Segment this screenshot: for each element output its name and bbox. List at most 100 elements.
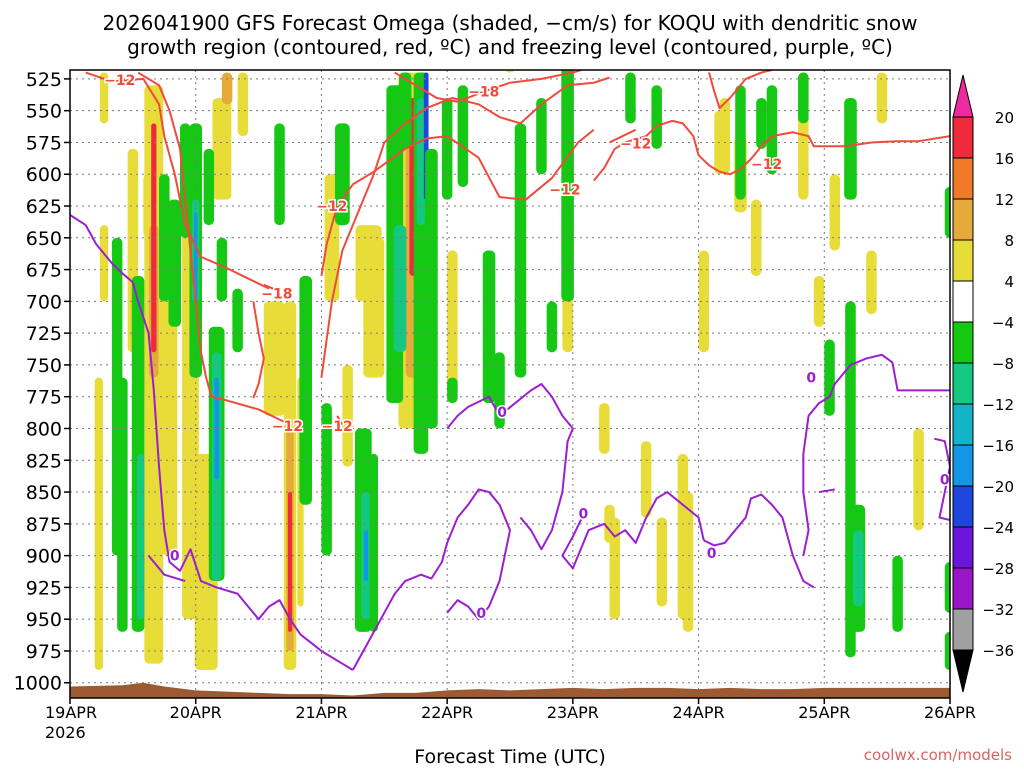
x-tick-label: 19APR	[45, 703, 97, 722]
colorbar-swatch	[952, 403, 974, 446]
colorbar-swatch	[952, 280, 974, 323]
freezing-contour-line	[818, 488, 835, 494]
omega-shade-region	[321, 403, 332, 556]
omega-shade-region	[398, 72, 412, 149]
omega-shade-region	[342, 364, 353, 467]
x-tick-sublabel: 2026	[45, 723, 86, 742]
colorbar-label: −12	[982, 396, 1014, 414]
omega-shade-region	[719, 97, 730, 175]
omega-shade-region	[798, 72, 809, 124]
omega-shade-region	[117, 377, 128, 632]
omega-shade-region	[274, 123, 285, 226]
colorbar-swatch	[952, 526, 974, 569]
colorbar-label: −28	[982, 560, 1014, 578]
omega-shade-region	[651, 85, 662, 149]
omega-shade-region	[656, 517, 668, 607]
dgz-contour-line	[85, 71, 270, 290]
y-tick-label: 700	[26, 291, 62, 313]
omega-shade-region	[514, 123, 527, 378]
y-tick-label: 925	[26, 577, 62, 599]
terrain-fill	[70, 682, 950, 698]
dgz-contour-line	[320, 76, 610, 378]
omega-shade-region	[536, 97, 547, 175]
omega-shade-region	[212, 97, 232, 200]
omega-shade-region	[369, 453, 378, 632]
colorbar: 20 16 12 8 4 −4 −8 −12 −16 −20 −24 −28 −32 −36	[952, 74, 1014, 693]
y-tick-label: 850	[26, 482, 62, 504]
plot-frame	[69, 69, 951, 699]
dgz-contour-label: −12	[272, 419, 303, 435]
omega-shade-region	[829, 174, 840, 251]
y-tick-label: 975	[26, 641, 62, 663]
y-tick-label: 750	[26, 355, 62, 377]
omega-shade-region	[853, 530, 864, 607]
omega-shade-region	[94, 377, 103, 671]
colorbar-swatch	[952, 362, 974, 405]
omega-shade-region	[892, 555, 903, 632]
omega-shade-region	[363, 237, 385, 378]
x-tick-label: 22APR	[421, 703, 473, 722]
omega-shade-region	[393, 225, 407, 353]
freezing-level-contours: 0 0 0 0 0 0 0	[70, 214, 950, 671]
dgz-contour-label: −18	[468, 85, 499, 101]
x-tick-label: 23APR	[547, 703, 599, 722]
omega-shade-region	[546, 301, 558, 353]
freezing-contour-line	[703, 493, 815, 589]
dgz-contour-label: −12	[316, 199, 347, 215]
x-tick-label: 26APR	[924, 703, 976, 722]
colorbar-swatch	[952, 157, 974, 200]
omega-shade-region	[944, 186, 950, 238]
x-tick-label: 25APR	[798, 703, 850, 722]
colorbar-label: −8	[992, 355, 1014, 373]
x-axis-label: Forecast Time (UTC)	[414, 746, 605, 768]
y-tick-label: 825	[26, 450, 62, 472]
dgz-contour-line	[394, 70, 585, 103]
omega-shade-region	[876, 72, 888, 124]
y-tick-label: 650	[26, 228, 62, 250]
y-tick-label: 575	[26, 132, 62, 154]
colorbar-swatch	[952, 485, 974, 528]
omega-shade-region	[813, 275, 825, 327]
omega-shade-region	[640, 441, 652, 518]
dendritic-growth-contours: −12 −18 −12 −12 −12 −12 −18 −12 −12	[85, 70, 950, 436]
chart-title-line-2: growth region (contoured, red, ºC) and f…	[127, 35, 893, 59]
omega-shade-region	[151, 123, 157, 353]
y-tick-label: 525	[26, 69, 62, 91]
y-tick-label: 875	[26, 514, 62, 536]
colorbar-swatch	[952, 608, 974, 651]
colorbar-label: 12	[995, 191, 1014, 209]
omega-shade-region	[287, 492, 293, 632]
dgz-contour-label: −12	[549, 182, 580, 198]
colorbar-swatch	[952, 567, 974, 610]
omega-shade-region	[221, 72, 233, 105]
colorbar-swatch	[952, 239, 974, 282]
freezing-contour-label: 0	[806, 371, 816, 387]
colorbar-swatch	[952, 198, 974, 241]
y-tick-label: 600	[26, 164, 62, 186]
colorbar-label: 8	[1004, 232, 1014, 250]
omega-shade-region	[137, 453, 145, 620]
omega-shade-region	[168, 199, 182, 327]
freezing-contour-label: 0	[578, 507, 588, 523]
y-tick-label: 625	[26, 196, 62, 218]
freezing-contour-label: 0	[476, 606, 486, 622]
colorbar-label: −4	[992, 314, 1014, 332]
freezing-contour-label: 0	[940, 472, 950, 488]
dgz-contour-line	[137, 71, 286, 424]
colorbar-label: −16	[982, 437, 1014, 455]
x-axis: 19APR 20APR 21APR 22APR 23APR 24APR 25APR 26APR	[45, 698, 976, 722]
colorbar-swatch	[952, 444, 974, 487]
dgz-contour-line	[320, 128, 595, 277]
omega-shade-region	[237, 72, 249, 137]
dgz-contour-label: −12	[104, 73, 135, 89]
freezing-contour-line	[446, 383, 574, 551]
omega-shade-region	[482, 250, 496, 404]
omega-shade-region	[232, 288, 243, 353]
freezing-contour-line	[561, 491, 705, 570]
omega-shade-region	[766, 85, 778, 175]
omega-shade-region	[335, 123, 350, 226]
omega-shade-region	[214, 377, 220, 480]
omega-shade-region	[561, 70, 574, 302]
x-tick-label: 24APR	[673, 703, 725, 722]
